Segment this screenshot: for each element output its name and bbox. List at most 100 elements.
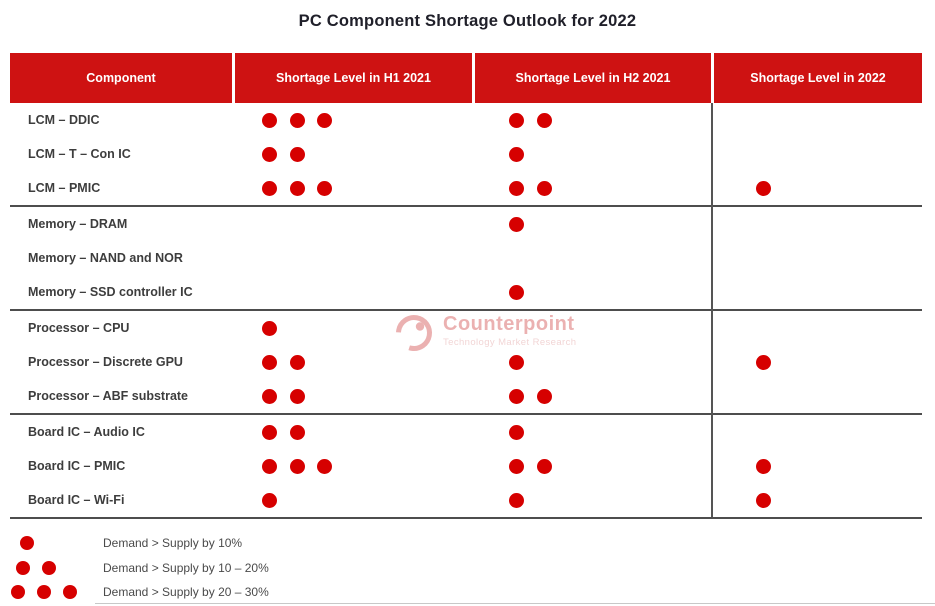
component-group-memory: Memory – DRAM Memory – NAND and NOR Memory… <box>10 205 922 309</box>
h2-2021-dots-cell <box>472 354 711 370</box>
component-label: LCM – T – Con IC <box>28 147 131 161</box>
shortage-dot-icon <box>317 180 332 196</box>
shortage-dot-icon <box>536 388 552 404</box>
h2-2021-dots-cell <box>472 388 711 404</box>
shortage-dot-icon <box>289 146 305 162</box>
component-label: Processor – ABF substrate <box>28 389 189 403</box>
column-header-2022: Shortage Level in 2022 <box>711 53 922 103</box>
h2-2021-dots-cell <box>472 112 711 128</box>
table-row: Processor – ABF substrate <box>10 379 922 413</box>
h1-2021-dots-cell <box>232 492 472 508</box>
legend-item: Demand > Supply by 10% <box>0 531 269 556</box>
shortage-dot-icon <box>262 354 277 370</box>
h1-2021-dots-cell <box>232 388 472 404</box>
component-label: LCM – DDIC <box>28 113 100 127</box>
shortage-dot-icon <box>536 180 552 196</box>
shortage-dot-icon <box>509 216 524 232</box>
shortage-dot-icon <box>16 560 30 575</box>
table-row: Board IC – Audio IC <box>10 415 922 449</box>
shortage-dot-icon <box>509 354 524 370</box>
h1-2021-dots-cell <box>232 180 472 196</box>
h1-2021-dots-cell <box>232 424 472 440</box>
shortage-dot-icon <box>509 284 524 300</box>
2022-dots-cell <box>711 458 922 474</box>
component-label: Board IC – PMIC <box>28 459 126 473</box>
legend-label: Demand > Supply by 20 – 30% <box>103 585 269 600</box>
table-row: Memory – NAND and NOR <box>10 241 922 275</box>
component-label: Board IC – Audio IC <box>28 425 145 439</box>
h1-2021-dots-cell <box>232 146 472 162</box>
shortage-dot-icon <box>262 112 277 128</box>
shortage-dot-icon <box>289 458 305 474</box>
component-label: Memory – DRAM <box>28 217 128 231</box>
legend: Demand > Supply by 10% Demand > Supply by… <box>0 531 269 605</box>
shortage-dot-icon <box>262 388 277 404</box>
column-header-h2-2021: Shortage Level in H2 2021 <box>472 53 711 103</box>
shortage-dot-icon <box>289 424 305 440</box>
table-row: Board IC – Wi-Fi <box>10 483 922 517</box>
legend-dot-group <box>0 585 103 600</box>
shortage-dot-icon <box>262 492 277 508</box>
shortage-dot-icon <box>289 388 305 404</box>
shortage-dot-icon <box>20 536 34 551</box>
h1-2021-dots-cell <box>232 354 472 370</box>
column-header-h1-2021: Shortage Level in H1 2021 <box>232 53 472 103</box>
table-row: Board IC – PMIC <box>10 449 922 483</box>
shortage-dot-icon <box>262 424 277 440</box>
shortage-dot-icon <box>509 180 524 196</box>
page-title: PC Component Shortage Outlook for 2022 <box>298 12 637 30</box>
table-row: Memory – DRAM <box>10 207 922 241</box>
shortage-dot-icon <box>509 388 524 404</box>
h2-2021-dots-cell <box>472 216 711 232</box>
shortage-dot-icon <box>11 585 25 600</box>
shortage-dot-icon <box>37 585 51 600</box>
shortage-dot-icon <box>42 560 56 575</box>
legend-label: Demand > Supply by 10% <box>103 536 243 551</box>
table-row: LCM – T – Con IC <box>10 137 922 171</box>
legend-item: Demand > Supply by 20 – 30% <box>0 580 269 605</box>
shortage-dot-icon <box>756 354 771 370</box>
component-group-processor: Processor – CPU Processor – Discrete GPU P… <box>10 309 922 413</box>
shortage-dot-icon <box>509 112 524 128</box>
shortage-dot-icon <box>317 112 332 128</box>
2022-dots-cell <box>711 492 922 508</box>
component-label: Processor – Discrete GPU <box>28 355 183 369</box>
legend-dot-group <box>0 560 103 575</box>
shortage-dot-icon <box>509 458 524 474</box>
shortage-dot-icon <box>289 354 305 370</box>
shortage-dot-icon <box>536 458 552 474</box>
shortage-dot-icon <box>509 492 524 508</box>
table-row: Memory – SSD controller IC <box>10 275 922 309</box>
h2-2021-dots-cell <box>472 458 711 474</box>
shortage-table: Component Shortage Level in H1 2021 Shor… <box>10 53 922 519</box>
h2-2021-dots-cell <box>472 424 711 440</box>
shortage-dot-icon <box>317 458 332 474</box>
shortage-dot-icon <box>536 112 552 128</box>
shortage-dot-icon <box>262 458 277 474</box>
column-header-component: Component <box>10 53 232 103</box>
legend-label: Demand > Supply by 10 – 20% <box>103 560 269 575</box>
shortage-dot-icon <box>756 458 771 474</box>
component-group-board-ic: Board IC – Audio IC Board IC – PMIC Board … <box>10 413 922 517</box>
column-divider-line <box>711 103 713 517</box>
table-body: LCM – DDIC LCM – T – Con IC LCM – PMIC Memo… <box>10 103 922 519</box>
component-label: LCM – PMIC <box>28 181 101 195</box>
component-label: Memory – NAND and NOR <box>28 251 183 265</box>
shortage-dot-icon <box>756 492 771 508</box>
table-row: LCM – PMIC <box>10 171 922 205</box>
component-group-lcm: LCM – DDIC LCM – T – Con IC LCM – PMIC <box>10 103 922 205</box>
h1-2021-dots-cell <box>232 112 472 128</box>
table-row: Processor – Discrete GPU <box>10 345 922 379</box>
component-label: Processor – CPU <box>28 321 130 335</box>
shortage-dot-icon <box>262 146 277 162</box>
h2-2021-dots-cell <box>472 492 711 508</box>
h2-2021-dots-cell <box>472 284 711 300</box>
component-label: Memory – SSD controller IC <box>28 285 193 299</box>
shortage-dot-icon <box>756 180 771 196</box>
table-row: LCM – DDIC <box>10 103 922 137</box>
2022-dots-cell <box>711 354 922 370</box>
2022-dots-cell <box>711 180 922 196</box>
component-label: Board IC – Wi-Fi <box>28 493 125 507</box>
h2-2021-dots-cell <box>472 180 711 196</box>
shortage-dot-icon <box>262 180 277 196</box>
